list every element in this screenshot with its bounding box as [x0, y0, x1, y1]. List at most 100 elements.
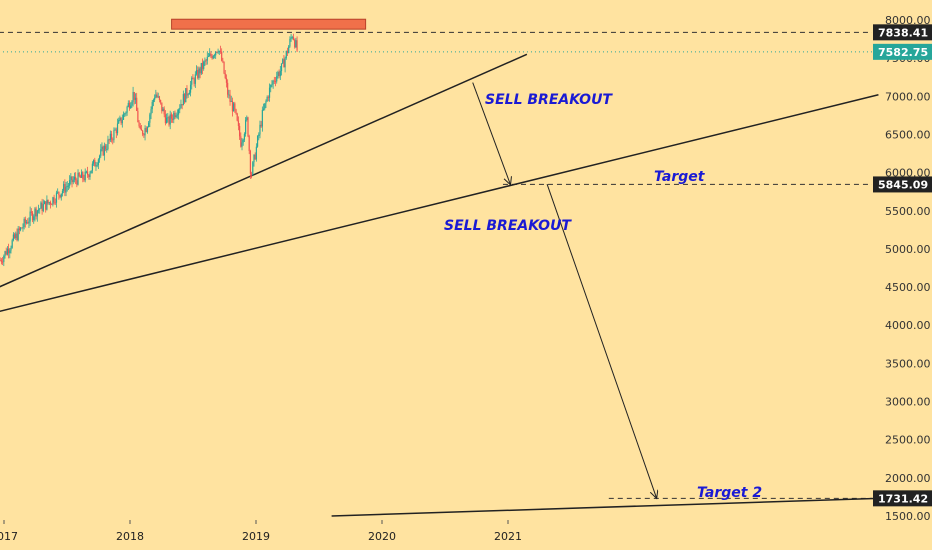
candle-body	[125, 112, 127, 114]
trendline[interactable]	[0, 94, 879, 313]
x-tick-label: 2018	[116, 530, 144, 543]
candle-body	[60, 193, 62, 198]
candle-body	[133, 91, 135, 100]
candle-body	[256, 136, 259, 147]
candle-body	[274, 81, 277, 82]
projection-arrow[interactable]	[472, 82, 511, 185]
candle-body	[103, 145, 105, 156]
resistance-zone-box[interactable]	[171, 18, 367, 30]
candle-body	[254, 154, 256, 160]
price-axis[interactable]: 8000.007500.007000.006500.006000.005500.…	[873, 14, 932, 523]
annotation-layer: SELL BREAKOUT Target SELL BREAKOUT Target 2	[444, 92, 762, 501]
candle-body	[158, 96, 161, 100]
candle-body	[160, 99, 162, 103]
candle-body	[229, 94, 231, 102]
y-tick-label: 5500.00	[885, 205, 931, 218]
candle-body	[174, 112, 176, 118]
candle-body	[29, 211, 31, 222]
candle-body	[289, 38, 291, 47]
y-tick-label: 8000.00	[885, 14, 931, 27]
candle-body	[183, 94, 186, 103]
candle-body	[276, 76, 278, 82]
candle-body	[15, 233, 17, 239]
candle-body	[221, 51, 223, 61]
y-tick-label: 1500.00	[885, 510, 931, 523]
candle-body	[108, 139, 110, 141]
candle-body	[95, 165, 97, 167]
candle-body	[268, 87, 271, 98]
candle-body	[90, 170, 92, 174]
candle-body	[237, 120, 240, 126]
price-label-box[interactable]	[873, 43, 932, 60]
candle-body	[107, 139, 109, 150]
x-tick-label: 2021	[494, 530, 522, 543]
candle-body	[262, 108, 265, 110]
price-label-text: 7582.75	[878, 46, 928, 59]
candle-body	[106, 149, 108, 150]
projection-arrow[interactable]	[546, 183, 657, 498]
candle-body	[291, 37, 293, 38]
candle-body	[224, 73, 226, 79]
candle-body	[188, 92, 190, 95]
candle-body	[217, 51, 219, 53]
candle-body	[115, 129, 117, 134]
candle-body	[42, 204, 44, 211]
candle-body	[197, 69, 199, 78]
candle-body	[97, 159, 99, 166]
candle-body	[82, 172, 84, 179]
candle-body	[61, 190, 64, 194]
candle-body	[155, 94, 157, 98]
price-label-box[interactable]	[873, 24, 932, 41]
candle-body	[261, 109, 263, 127]
candle-body	[246, 117, 248, 121]
candle-body	[52, 197, 54, 205]
price-label-box[interactable]	[873, 490, 932, 507]
candle-body	[284, 58, 286, 68]
candle-body	[92, 159, 95, 164]
candle-body	[167, 117, 169, 119]
candle-body	[140, 128, 143, 131]
price-label-box[interactable]	[873, 176, 932, 193]
candle-body	[102, 146, 104, 156]
target-2-label[interactable]: Target 2	[697, 485, 762, 501]
candle-body	[69, 180, 71, 186]
candle-body	[245, 120, 247, 134]
candle-body	[72, 179, 74, 183]
candle-body	[168, 117, 170, 125]
candle-body	[212, 55, 214, 59]
candle-body	[264, 103, 266, 109]
candle-body	[16, 233, 18, 241]
candle-body	[227, 82, 229, 95]
candle-body	[28, 221, 30, 224]
candle-body	[5, 251, 7, 255]
candle-body	[145, 128, 147, 132]
trendline[interactable]	[0, 53, 528, 288]
candle-body	[12, 234, 14, 241]
candle-body	[203, 61, 205, 69]
trendline[interactable]	[331, 497, 879, 517]
candle-body	[296, 40, 298, 51]
candle-body	[292, 37, 295, 40]
candle-body	[223, 61, 225, 74]
candle-body	[132, 91, 134, 102]
candle-body	[13, 234, 16, 239]
candle-body	[136, 97, 138, 111]
candle-body	[43, 201, 46, 205]
candle-body	[248, 136, 250, 151]
candle-body	[143, 134, 145, 136]
candle-body	[65, 186, 67, 193]
candle-body	[225, 78, 228, 83]
sell-breakout-label-2[interactable]: SELL BREAKOUT	[444, 218, 572, 234]
candle-body	[59, 195, 61, 198]
sell-breakout-label-1[interactable]: SELL BREAKOUT	[485, 92, 613, 108]
candle-body	[206, 56, 208, 61]
target-label[interactable]: Target	[654, 169, 706, 185]
candle-body	[295, 40, 297, 48]
x-tick-label: 2020	[368, 530, 396, 543]
y-tick-label: 7000.00	[885, 90, 931, 103]
candle-body	[187, 94, 189, 96]
candle-body	[6, 248, 9, 255]
